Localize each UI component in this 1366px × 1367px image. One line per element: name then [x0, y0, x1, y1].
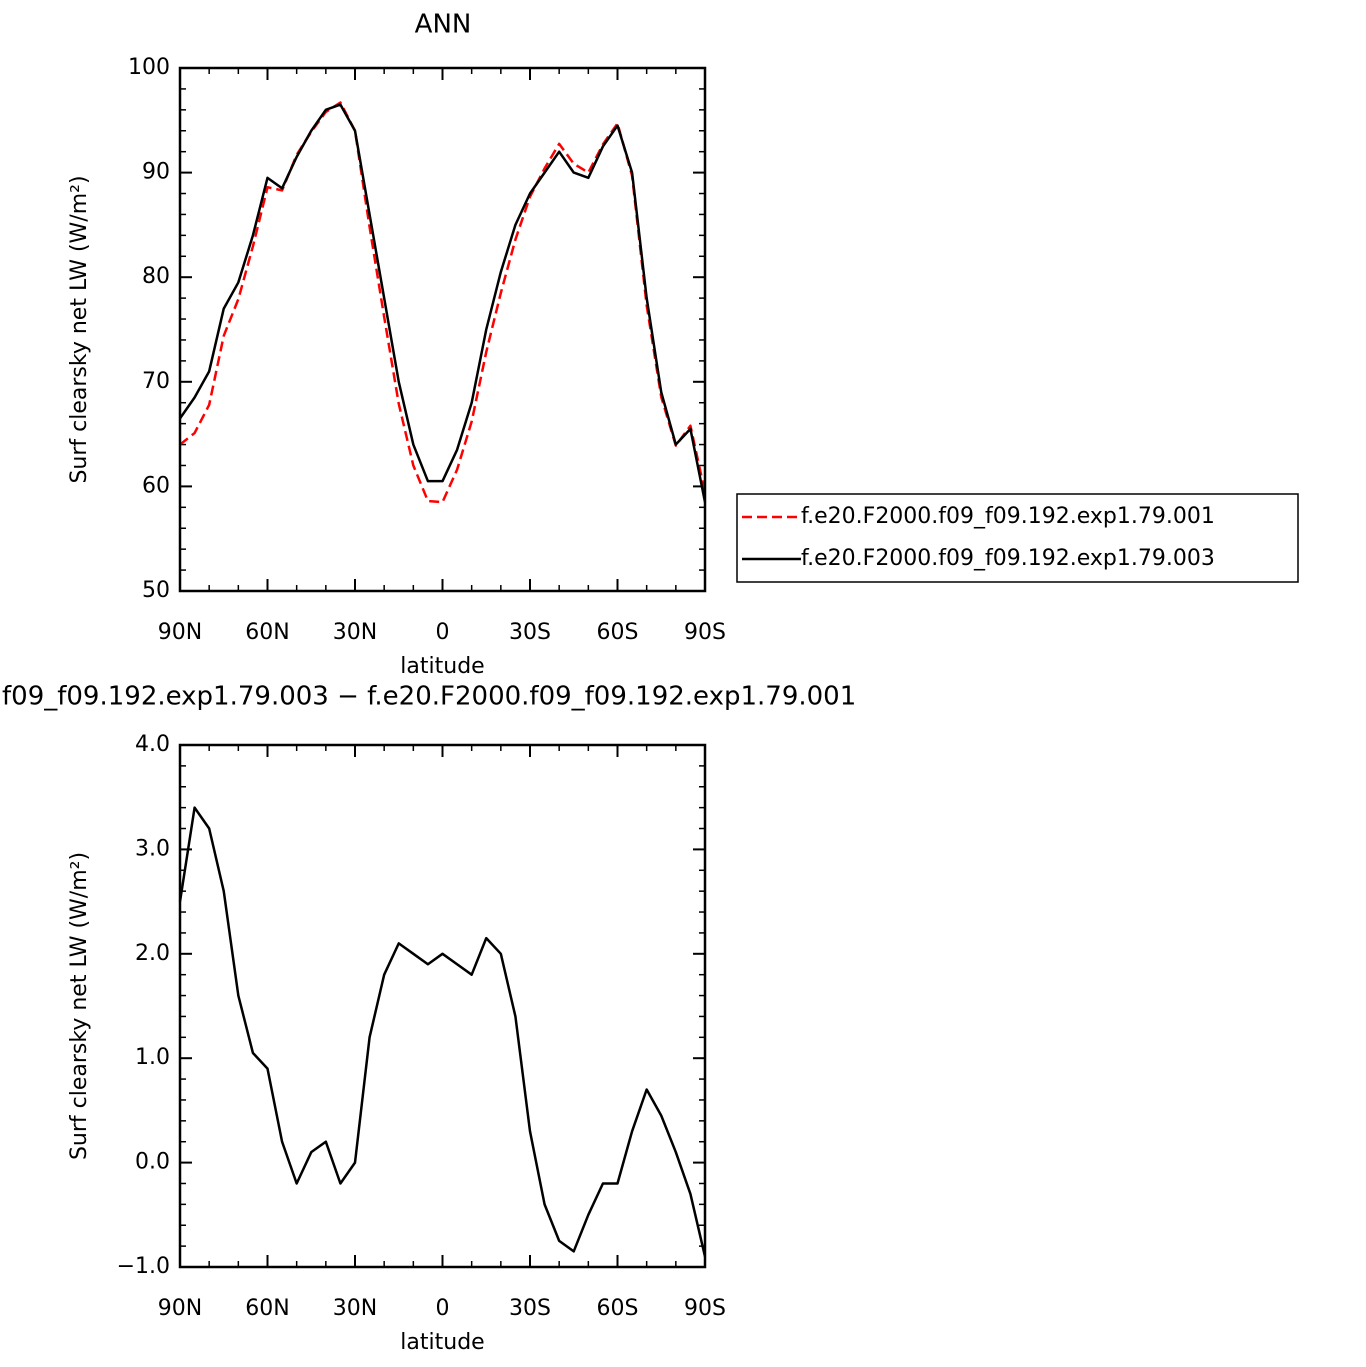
x-tick-label: 0 — [436, 620, 450, 645]
legend-label: f.e20.F2000.f09_f09.192.exp1.79.001 — [801, 504, 1215, 529]
legend-label: f.e20.F2000.f09_f09.192.exp1.79.003 — [801, 546, 1215, 571]
y-tick-label: 0.0 — [135, 1150, 170, 1175]
y-tick-label: 100 — [128, 55, 170, 80]
y-axis-label: Surf clearsky net LW (W/m²) — [67, 852, 92, 1160]
x-tick-label: 60N — [245, 620, 289, 645]
x-tick-label: 30N — [333, 1296, 377, 1321]
legend-box — [736, 493, 1299, 583]
x-tick-label: 60S — [597, 620, 639, 645]
data-line — [178, 103, 707, 503]
x-tick-label: 90N — [158, 1296, 202, 1321]
x-tick-label: 30N — [333, 620, 377, 645]
x-tick-label: 30S — [509, 620, 551, 645]
x-axis-label: latitude — [400, 654, 484, 679]
plot-frame — [178, 66, 707, 593]
plot-frame — [178, 743, 707, 1269]
x-tick-label: 30S — [509, 1296, 551, 1321]
y-tick-label: 90 — [142, 160, 170, 185]
y-axis-label: Surf clearsky net LW (W/m²) — [67, 175, 92, 483]
y-tick-label: 60 — [142, 473, 170, 498]
y-tick-label: 1.0 — [135, 1045, 170, 1070]
x-tick-label: 90S — [684, 620, 726, 645]
y-tick-label: 3.0 — [135, 836, 170, 861]
chart-title: f09_f09.192.exp1.79.003 − f.e20.F2000.f0… — [2, 682, 856, 712]
y-tick-label: 2.0 — [135, 941, 170, 966]
chart-title: ANN — [415, 10, 472, 40]
x-tick-label: 60S — [597, 1296, 639, 1321]
x-tick-label: 0 — [436, 1296, 450, 1321]
x-tick-label: 90N — [158, 620, 202, 645]
data-line — [178, 806, 707, 1257]
y-tick-label: 50 — [142, 578, 170, 603]
y-tick-label: −1.0 — [117, 1254, 170, 1279]
y-tick-label: 70 — [142, 369, 170, 394]
x-axis-label: latitude — [400, 1330, 484, 1355]
x-tick-label: 60N — [245, 1296, 289, 1321]
y-tick-label: 80 — [142, 264, 170, 289]
x-tick-label: 90S — [684, 1296, 726, 1321]
y-tick-label: 4.0 — [135, 732, 170, 757]
data-line — [179, 101, 707, 504]
